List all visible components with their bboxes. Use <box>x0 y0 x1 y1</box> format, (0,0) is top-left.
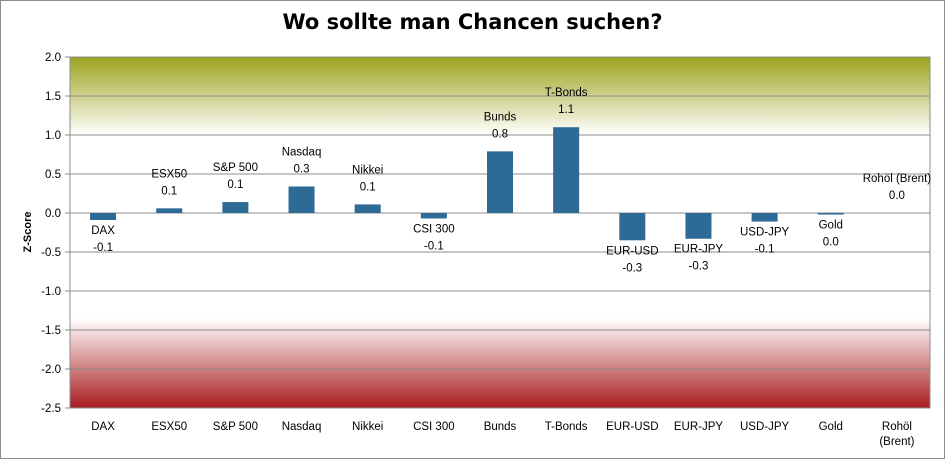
bar <box>553 127 580 213</box>
x-tick-label: S&P 500 <box>213 421 258 433</box>
x-tick-label: Bunds <box>484 421 517 433</box>
data-label: ESX50 0.1 <box>151 168 187 197</box>
x-axis-ticks: DAX ESX50 S&P 500 Nasdaq Nikkei CSI 300 Bunds T… <box>91 421 914 448</box>
bar <box>222 202 249 213</box>
x-tick-label: ESX50 <box>151 421 187 433</box>
x-tick-label: CSI 300 <box>413 421 455 433</box>
data-label: S&P 500 0.1 <box>213 162 258 191</box>
bar <box>487 151 513 213</box>
x-tick-label: T-Bonds <box>545 421 588 433</box>
y-tick-label: -1.5 <box>41 325 61 337</box>
data-label: Bunds 0.8 <box>484 111 517 140</box>
data-label: Gold 0.0 <box>819 220 843 249</box>
data-labels: DAX -0.1 ESX50 0.1 S&P 500 0.1 Nasdaq 0.3 Nikkei… <box>91 87 931 274</box>
y-tick-label: 2.0 <box>45 52 61 64</box>
y-axis-ticks: 2.0 1.5 1.0 0.5 0.0 -0.5 -1.0 -1.5 -2.0 -2.5 <box>41 52 61 415</box>
y-tick-label: 0.0 <box>45 208 61 220</box>
data-label: T-Bonds 1.1 <box>545 87 588 116</box>
x-tick-label: USD-JPY <box>740 421 790 433</box>
y-tick-label: -0.5 <box>41 247 61 259</box>
bars <box>90 127 844 241</box>
data-label: Nasdaq 0.3 <box>282 146 322 175</box>
data-label: Rohöl (Brent) 0.0 <box>863 173 932 202</box>
bar <box>354 204 381 213</box>
y-tick-label: 1.5 <box>45 91 61 103</box>
bar <box>751 213 778 222</box>
data-label: CSI 300 -0.1 <box>413 223 455 252</box>
x-tick-label: Gold <box>819 421 843 433</box>
x-tick-label: EUR-USD <box>606 421 658 433</box>
y-tick-label: 1.0 <box>45 130 61 142</box>
y-tick-label: -1.0 <box>41 286 61 298</box>
bar <box>90 213 117 221</box>
x-tick-label: DAX <box>91 421 115 433</box>
data-label: EUR-USD -0.3 <box>606 245 658 274</box>
data-label: USD-JPY -0.1 <box>740 227 790 256</box>
x-tick-label: Nasdaq <box>282 421 322 433</box>
bar <box>420 213 447 219</box>
bar <box>685 213 712 239</box>
data-label: Nikkei 0.1 <box>352 164 383 193</box>
y-tick-label: 0.5 <box>45 169 61 181</box>
x-tick-label: Nikkei <box>352 421 383 433</box>
x-tick-label: EUR-JPY <box>674 421 724 433</box>
y-tick-label: -2.5 <box>41 403 61 415</box>
x-tick-label: Rohöl (Brent) <box>879 421 914 448</box>
y-tick-label: -2.0 <box>41 364 61 376</box>
plot-background <box>69 56 931 409</box>
lower-band <box>70 318 930 408</box>
y-axis-label: Z-Score <box>22 212 34 253</box>
bar <box>156 208 183 213</box>
chart-title: Wo sollte man Chancen suchen? <box>282 10 663 34</box>
bar <box>817 213 844 215</box>
bar <box>288 186 315 213</box>
bar <box>619 213 646 241</box>
data-label: EUR-JPY -0.3 <box>674 244 724 273</box>
data-label: DAX -0.1 <box>91 225 115 254</box>
